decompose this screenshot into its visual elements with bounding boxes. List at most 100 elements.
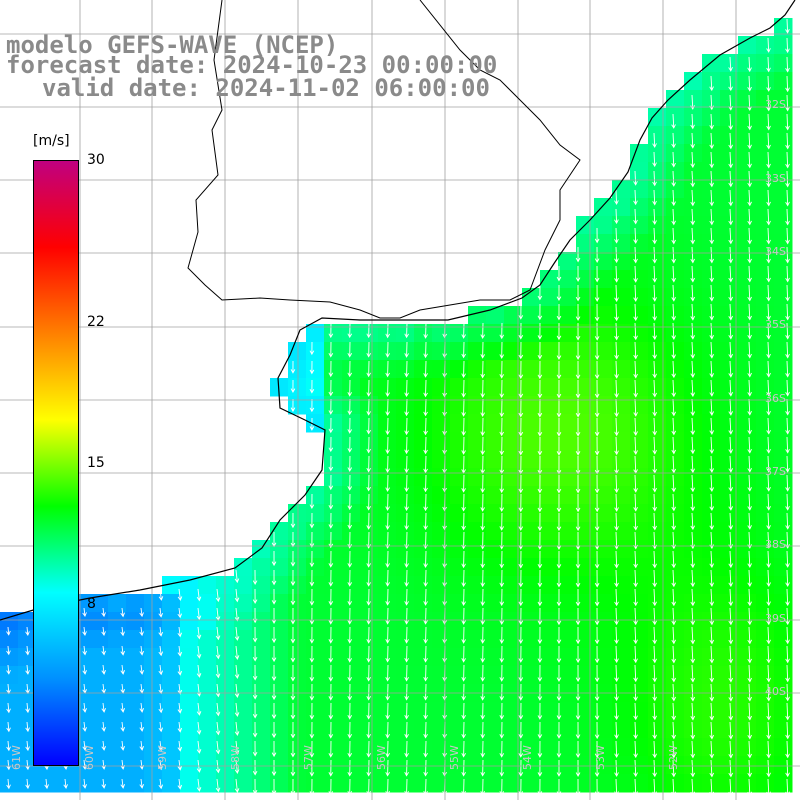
wind-speed-cell — [324, 720, 343, 739]
wind-speed-cell — [162, 666, 181, 685]
wind-arrow — [347, 341, 353, 358]
wind-arrow — [461, 664, 466, 682]
wind-arrow — [633, 607, 638, 626]
wind-arrow — [671, 512, 677, 531]
wind-speed-cell — [540, 594, 559, 613]
wind-arrow — [728, 360, 733, 378]
wind-arrow — [728, 113, 733, 131]
wind-speed-cell — [648, 468, 667, 487]
wind-speed-cell — [270, 522, 289, 541]
wind-speed-cell — [306, 540, 325, 559]
wind-speed-cell — [540, 468, 559, 487]
wind-speed-cell — [666, 468, 685, 487]
wind-arrow — [556, 588, 562, 607]
wind-arrow — [6, 664, 11, 675]
wind-arrow — [747, 246, 752, 264]
wind-arrow — [614, 189, 619, 205]
wind-arrow — [594, 550, 600, 569]
wind-arrow — [404, 379, 409, 398]
wind-speed-cell — [126, 720, 145, 739]
wind-speed-cell — [648, 756, 667, 775]
wind-speed-cell — [684, 324, 703, 343]
wind-speed-cell — [306, 414, 325, 433]
wind-arrow — [404, 455, 409, 474]
wind-arrow — [594, 512, 600, 532]
wind-arrow — [366, 626, 372, 644]
wind-arrow — [690, 398, 696, 417]
wind-arrow — [785, 246, 790, 264]
wind-speed-cell — [630, 216, 649, 235]
wind-speed-cell — [378, 702, 397, 721]
wind-arrow — [671, 645, 677, 664]
wind-arrow — [728, 474, 734, 492]
wind-speed-cell — [108, 720, 127, 739]
latitude-label: 39S — [765, 612, 786, 625]
wind-speed-cell — [396, 450, 415, 469]
wind-speed-cell — [702, 522, 721, 541]
wind-speed-cell — [558, 306, 577, 325]
wind-arrow — [614, 303, 619, 322]
wind-speed-cell — [540, 486, 559, 505]
wind-arrow — [671, 626, 677, 645]
wind-speed-cell — [414, 378, 433, 397]
wind-speed-cell — [288, 702, 307, 721]
wind-arrow — [518, 512, 524, 532]
wind-arrow — [709, 170, 714, 188]
wind-arrow — [633, 360, 638, 379]
wind-arrow — [728, 759, 734, 778]
wind-speed-cell — [576, 468, 595, 487]
wind-arrow — [575, 246, 581, 263]
wind-arrow — [347, 683, 353, 701]
wind-speed-cell — [162, 594, 181, 613]
wind-arrow — [614, 512, 619, 531]
wind-speed-cell — [306, 342, 325, 361]
wind-speed-cell — [558, 432, 577, 451]
wind-arrow — [423, 569, 428, 587]
wind-arrow — [461, 341, 466, 359]
wind-speed-cell — [414, 756, 433, 775]
wind-speed-cell — [666, 486, 685, 505]
wind-arrow — [271, 778, 277, 796]
wind-arrow — [404, 550, 409, 568]
wind-arrow — [518, 550, 524, 569]
wind-speed-cell — [324, 486, 343, 505]
wind-arrow — [120, 607, 125, 618]
wind-speed-cell — [630, 666, 649, 685]
wind-arrow — [766, 284, 771, 302]
wind-arrow — [328, 417, 334, 434]
wind-arrow — [785, 417, 790, 435]
wind-arrow — [671, 455, 677, 474]
wind-arrow — [728, 493, 734, 511]
wind-speed-cell — [720, 72, 739, 91]
wind-arrow — [347, 569, 353, 587]
wind-speed-cell — [594, 270, 613, 289]
wind-speed-cell — [738, 594, 757, 613]
wind-speed-cell — [720, 252, 739, 271]
wind-arrow — [633, 474, 638, 493]
wind-arrow — [215, 721, 221, 736]
wind-arrow — [614, 721, 619, 740]
wind-arrow — [614, 379, 619, 398]
wind-arrow — [158, 645, 164, 657]
wind-arrow — [614, 740, 619, 759]
wind-arrow — [690, 607, 696, 626]
wind-arrow — [366, 664, 372, 682]
wind-arrow — [594, 284, 600, 302]
colorbar-tick-label: 22 — [87, 313, 105, 330]
wind-speed-cell — [90, 774, 109, 793]
wind-arrow — [423, 341, 428, 359]
wind-speed-cell — [396, 720, 415, 739]
wind-speed-cell — [720, 702, 739, 721]
wind-speed-cell — [738, 504, 757, 523]
wind-arrow — [423, 455, 428, 474]
wind-speed-cell — [396, 378, 415, 397]
wind-arrow — [633, 246, 638, 264]
wind-speed-cell — [684, 360, 703, 379]
wind-arrow — [594, 360, 600, 380]
wind-speed-cell — [738, 216, 757, 235]
wind-speed-cell — [180, 720, 199, 739]
wind-speed-cell — [522, 630, 541, 649]
longitude-label: 60W — [83, 745, 96, 770]
wind-arrow — [747, 569, 752, 588]
wind-arrow — [652, 493, 657, 512]
